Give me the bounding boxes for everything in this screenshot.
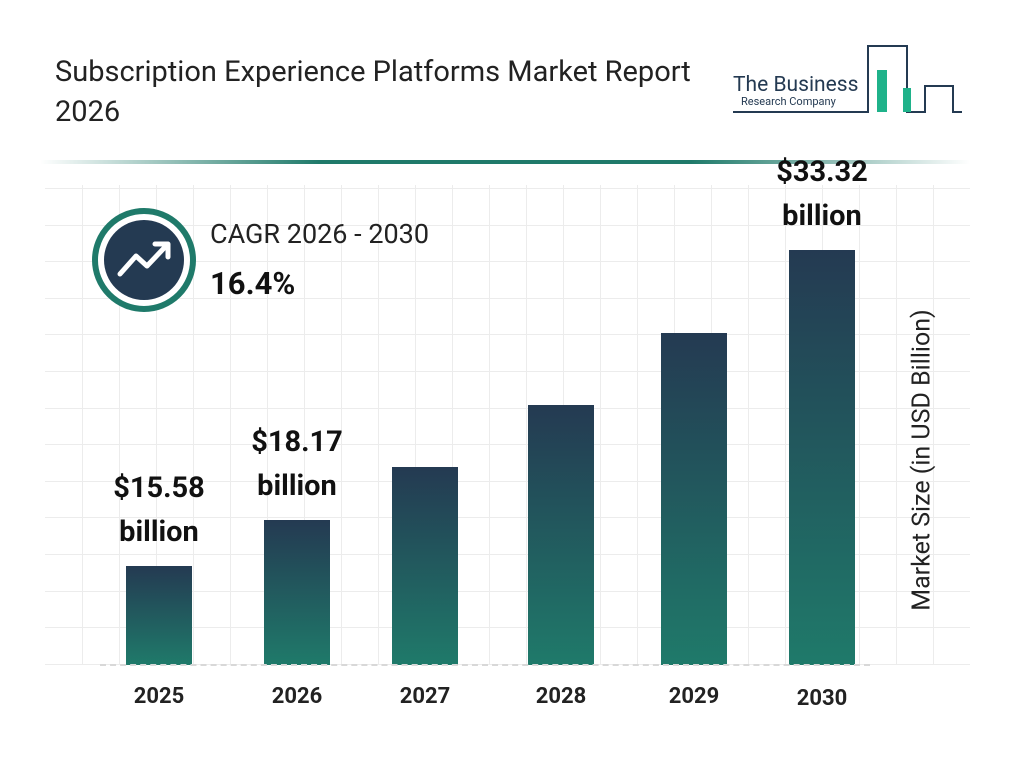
bar [661,332,727,665]
bar [126,565,192,665]
brand-logo [733,45,962,113]
y-axis-label: Market Size (in USD Billion) [907,309,937,611]
cagr-value: 16.4% [210,265,296,302]
bar [392,466,458,665]
grid-line [45,444,970,446]
grid-line [45,590,970,592]
grid-line [600,185,601,665]
value-label: $18.17 billion [251,424,343,503]
bar [528,404,594,665]
x-tick-label: 2030 [796,686,848,711]
cagr-icon [92,208,196,312]
x-tick-label: 2026 [271,684,323,709]
grid-line [45,188,970,189]
grid-line [489,185,490,665]
value-label: $15.58 billion [113,470,205,549]
grid-line [526,185,527,665]
grid-line [119,185,120,665]
grid-line [785,185,786,665]
x-tick-label: 2025 [133,684,185,709]
cagr-label: CAGR 2026 - 2030 [210,218,430,250]
grid-line [156,185,157,665]
grid-line [45,517,970,519]
grid-line [45,554,970,555]
grid-line [637,185,638,665]
brand-name: The Business [733,73,859,97]
bar [264,519,330,665]
grid-line [82,185,83,665]
grid-line [933,185,934,665]
value-label: $33.32 billion [776,154,868,233]
grid-line [45,407,970,409]
grid-line [193,185,194,665]
grid-line [304,185,305,665]
grid-line [267,185,268,665]
chart-title: Subscription Experience Platforms Market… [55,55,691,129]
grid-line [45,480,970,482]
grid-line [748,185,749,665]
grid-line [415,185,416,665]
grid-line [452,185,453,665]
grid-line [378,185,379,665]
grid-line [45,224,970,226]
x-tick-label: 2029 [668,684,720,709]
grid-line [45,627,970,629]
baseline [100,664,870,666]
grid-line [45,371,970,372]
grid-line [341,185,342,665]
header-rule [40,160,970,164]
grid-line [45,297,970,299]
grid-line [896,185,897,665]
x-tick-label: 2027 [399,684,451,709]
grid-line [45,261,970,263]
grid-line [230,185,231,665]
bar [789,249,855,665]
grid-line [45,334,970,336]
x-tick-label: 2028 [535,684,587,709]
brand-subname: Research Company [741,95,836,108]
grid-line [859,185,860,665]
